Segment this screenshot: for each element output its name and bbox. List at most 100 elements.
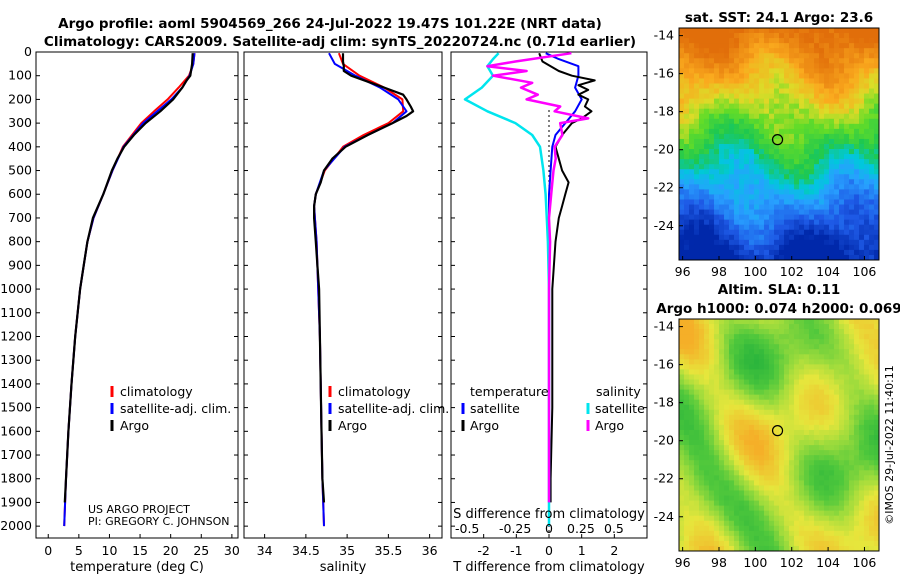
sst-cell	[819, 189, 825, 195]
sla-cell	[719, 505, 725, 512]
sst-cell	[709, 63, 715, 69]
sst-cell	[689, 244, 695, 251]
sst-cell	[739, 108, 745, 115]
sla-cell	[709, 470, 715, 476]
sla-cell	[724, 440, 730, 446]
sst-cell	[744, 169, 750, 175]
sla-cell	[739, 334, 745, 340]
sst-cell	[779, 174, 785, 180]
sst-cell	[809, 224, 815, 231]
sla-cell	[854, 480, 860, 486]
sla-cell	[759, 429, 765, 436]
sla-cell	[819, 530, 825, 537]
sla-cell	[864, 334, 870, 340]
sst-cell	[854, 149, 860, 155]
sst-xtick-label-98: 98	[711, 264, 727, 279]
sst-cell	[744, 209, 750, 216]
sst-cell	[759, 128, 765, 135]
sst-cell	[729, 28, 735, 34]
sla-cell	[844, 480, 850, 486]
sla-cell	[794, 379, 800, 385]
sst-cell	[744, 164, 750, 170]
sst-cell	[724, 63, 730, 69]
sla-cell	[739, 510, 745, 517]
sst-cell	[734, 204, 740, 210]
sla-cell	[809, 329, 815, 335]
sla-cell	[764, 540, 770, 547]
sla-cell	[719, 379, 725, 385]
sla-cell	[744, 369, 750, 375]
sla-cell	[694, 515, 700, 522]
sst-cell	[734, 43, 740, 49]
sst-cell	[749, 164, 755, 170]
sla-cell	[709, 515, 715, 522]
sla-cell	[719, 384, 725, 391]
sla-cell	[844, 384, 850, 391]
sst-cell	[714, 38, 720, 44]
sst-cell	[799, 219, 805, 226]
sla-cell	[714, 429, 720, 436]
sla-cell	[854, 535, 860, 542]
sla-cell	[774, 485, 780, 491]
sst-cell	[804, 214, 810, 221]
sst-cell	[869, 38, 875, 44]
sla-cell	[739, 445, 745, 451]
sla-cell	[734, 545, 740, 552]
sst-cell	[869, 138, 875, 145]
sst-cell	[764, 83, 770, 89]
sla-cell	[749, 419, 755, 426]
sla-cell	[759, 409, 765, 416]
sst-cell	[794, 144, 800, 150]
sst-cell	[744, 244, 750, 251]
sst-cell	[869, 199, 875, 205]
sst-cell	[839, 83, 845, 89]
sst-cell	[684, 63, 690, 69]
sst-cell	[789, 174, 795, 180]
sla-cell	[849, 545, 855, 552]
sla-cell	[804, 485, 810, 491]
sla-cell	[784, 530, 790, 537]
sla-cell	[714, 349, 720, 355]
sla-cell	[679, 359, 685, 365]
sla-cell	[684, 324, 690, 330]
sla-cell	[739, 505, 745, 512]
sla-cell	[799, 450, 805, 456]
sst-cell	[734, 73, 740, 79]
sst-cell	[844, 98, 850, 105]
sst-cell	[804, 239, 810, 246]
sst-cell	[784, 103, 790, 110]
sst-cell	[829, 33, 835, 39]
sst-cell	[724, 169, 730, 175]
sla-cell	[794, 520, 800, 527]
sst-cell	[854, 169, 860, 175]
sla-cell	[679, 354, 685, 360]
sst-cell	[864, 174, 870, 180]
sst-cell	[714, 88, 720, 94]
sla-cell	[869, 460, 875, 466]
sla-cell	[754, 374, 760, 380]
sst-cell	[759, 209, 765, 216]
sla-cell	[874, 475, 880, 481]
sla-cell	[854, 379, 860, 385]
sst-cell	[869, 229, 875, 236]
sst-cell	[774, 83, 780, 89]
sst-cell	[814, 123, 820, 130]
sst-cell	[764, 184, 770, 190]
sla-cell	[829, 404, 835, 411]
sla-cell	[694, 339, 700, 345]
sla-cell	[824, 339, 830, 345]
sla-cell	[779, 409, 785, 416]
sst-cell	[854, 53, 860, 59]
sla-cell	[834, 379, 840, 385]
sst-cell	[839, 244, 845, 251]
sla-cell	[684, 455, 690, 461]
sla-cell	[794, 404, 800, 411]
sst-cell	[699, 73, 705, 79]
sst-cell	[814, 154, 820, 160]
sst-cell	[834, 184, 840, 190]
sst-cell	[719, 48, 725, 54]
sla-cell	[819, 409, 825, 416]
sst-cell	[739, 199, 745, 205]
sst-cell	[859, 234, 865, 241]
sla-cell	[699, 344, 705, 350]
